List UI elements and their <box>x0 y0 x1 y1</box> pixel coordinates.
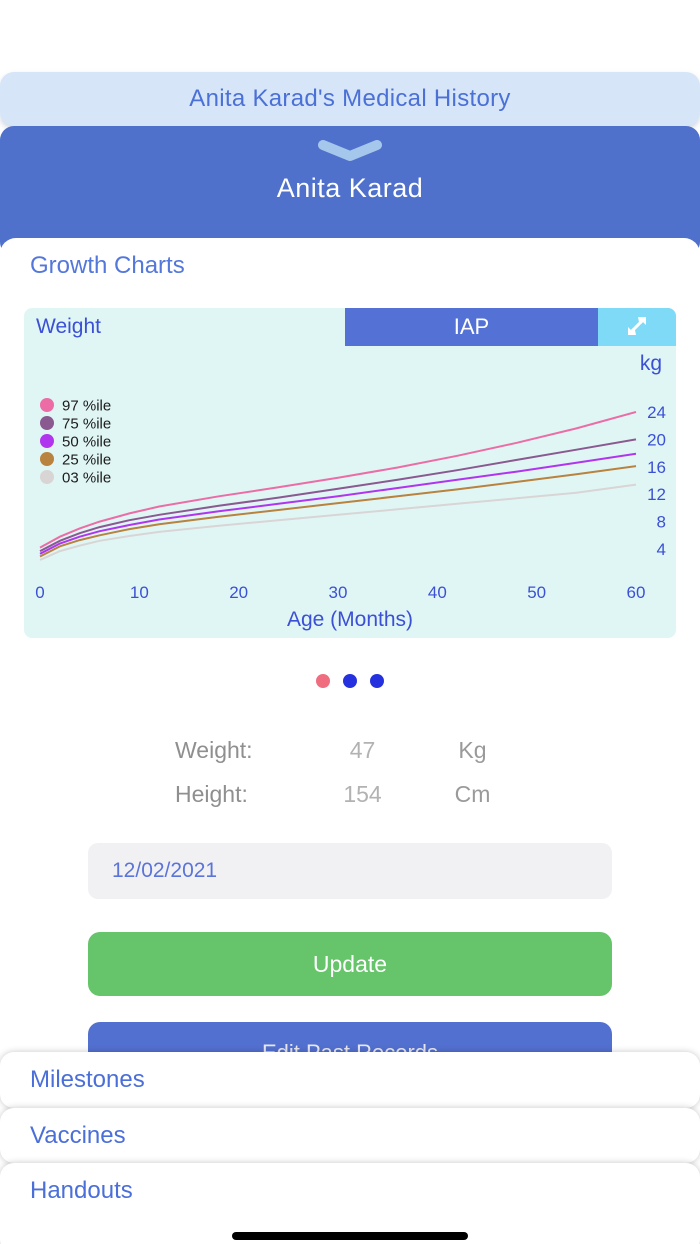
x-tick-label: 60 <box>627 583 646 602</box>
y-tick-label: 4 <box>657 540 666 559</box>
x-tick-label: 20 <box>229 583 248 602</box>
series-line-50-%ile <box>39 452 637 555</box>
y-tick-label: 8 <box>657 513 666 532</box>
x-tick-label: 40 <box>428 583 447 602</box>
legend-label: 75 %ile <box>62 416 111 433</box>
x-axis-title: Age (Months) <box>287 608 413 631</box>
legend-swatch <box>40 434 54 448</box>
pagination-dot-2[interactable] <box>343 674 357 688</box>
legend-swatch <box>40 398 54 412</box>
legend-label: 03 %ile <box>62 470 111 487</box>
legend-swatch <box>40 416 54 430</box>
weight-value-field[interactable]: 47 <box>349 736 376 763</box>
home-indicator-bar[interactable] <box>232 1232 468 1240</box>
y-tick-label: 12 <box>647 485 666 504</box>
y-tick-label: 16 <box>647 458 666 477</box>
growth-charts-title: Growth Charts <box>30 252 185 279</box>
y-axis-unit-label: kg <box>639 352 662 375</box>
update-button[interactable]: Update <box>88 932 612 996</box>
accordion-item-handouts[interactable]: Handouts <box>0 1163 700 1244</box>
x-tick-label: 30 <box>329 583 348 602</box>
date-value: 12/02/2021 <box>112 859 218 882</box>
measurements-block: Weight: 47 Kg Height: 154 Cm <box>175 728 525 816</box>
weight-unit: Kg <box>458 736 487 763</box>
accordion-label: Vaccines <box>30 1121 126 1149</box>
accordion-label: Milestones <box>30 1066 145 1093</box>
accordion-label: Handouts <box>30 1177 133 1204</box>
pagination-dot-3[interactable] <box>370 674 384 688</box>
height-label: Height: <box>175 780 248 807</box>
legend-label: 50 %ile <box>62 434 111 451</box>
accordion-item-vaccines[interactable]: Vaccines <box>0 1108 700 1163</box>
series-line-03-%ile <box>39 483 637 561</box>
weight-row: Weight: 47 Kg <box>175 728 525 772</box>
date-picker-field[interactable]: 12/02/2021 <box>88 843 612 899</box>
legend-swatch <box>40 452 54 466</box>
accordion-item-milestones[interactable]: Milestones <box>0 1052 700 1108</box>
page-title: Anita Karad's Medical History <box>189 85 511 112</box>
series-line-75-%ile <box>39 438 637 552</box>
height-row: Height: 154 Cm <box>175 772 525 816</box>
x-tick-label: 10 <box>130 583 149 602</box>
x-tick-label: 50 <box>527 583 546 602</box>
y-tick-label: 24 <box>647 403 666 422</box>
patient-name: Anita Karad <box>276 173 424 203</box>
chevron-down-icon[interactable] <box>0 140 700 167</box>
y-tick-label: 20 <box>647 430 666 449</box>
chart-metric-label: Weight <box>36 315 101 338</box>
height-value-field[interactable]: 154 <box>343 780 382 807</box>
nav-header-bar: Anita Karad's Medical History <box>0 72 700 126</box>
weight-label: Weight: <box>175 736 253 763</box>
legend-label: 97 %ile <box>62 398 111 415</box>
iap-standard-button[interactable]: IAP <box>345 308 598 346</box>
pagination-dot-1-active[interactable] <box>316 674 330 688</box>
x-tick-label: 0 <box>35 583 44 602</box>
expand-chart-button[interactable] <box>598 308 676 346</box>
carousel-pagination <box>0 674 700 688</box>
patient-selector-card[interactable]: Anita Karad <box>0 126 700 256</box>
growth-chart-card: 97 %ile 75 %ile 50 %ile 25 %ile 03 %ile 24 20 1… <box>24 308 676 638</box>
expand-arrows-icon <box>624 313 650 342</box>
series-line-25-%ile <box>39 465 637 558</box>
legend-label: 25 %ile <box>62 452 111 469</box>
height-unit: Cm <box>454 780 491 807</box>
legend-swatch <box>40 470 54 484</box>
series-line-97-%ile <box>39 411 637 549</box>
